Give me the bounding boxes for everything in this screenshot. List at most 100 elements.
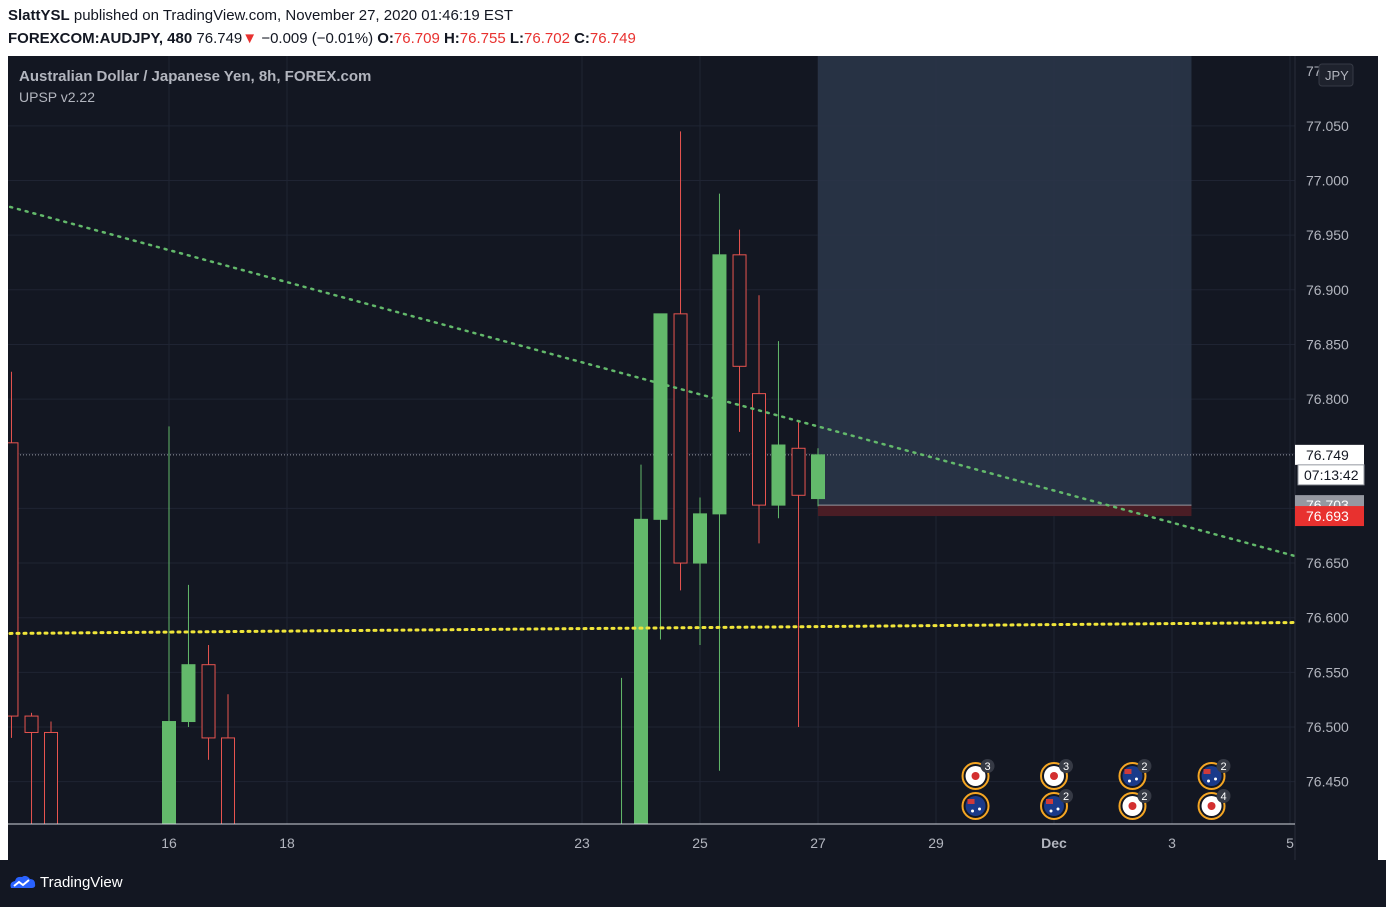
y-tick-label: 77.050 <box>1306 118 1349 134</box>
stop-price-tag: 76.693 <box>1306 508 1349 524</box>
x-tick-label: 18 <box>279 835 295 851</box>
candle-down <box>8 442 19 717</box>
countdown-tag: 07:13:42 <box>1304 467 1359 483</box>
open-value: 76.709 <box>393 30 440 47</box>
event-marker-japan-flag-icon: 3 <box>1040 759 1073 790</box>
high-value: 76.755 <box>459 30 506 47</box>
symbol-label: FOREXCOM:AUDJPY, 480 <box>8 30 193 47</box>
author-name[interactable]: SlattYSL <box>8 7 70 24</box>
y-tick-label: 76.450 <box>1306 774 1349 790</box>
australia-flag-union <box>967 799 975 804</box>
projection-box <box>818 56 1192 506</box>
countdown-tag-bg <box>1297 464 1365 486</box>
y-tick-label: 76.950 <box>1306 227 1349 243</box>
event-count-badge <box>1059 789 1073 803</box>
candle-up <box>181 664 196 723</box>
price-change: −0.009 (−0.01%) <box>261 30 374 47</box>
event-count-badge <box>980 759 995 773</box>
candle-up <box>653 313 668 520</box>
event-count-label: 3 <box>984 761 990 773</box>
indicator-name: UPSP v2.22 <box>19 89 95 105</box>
event-marker-australia-flag-icon: 2 <box>1118 759 1152 790</box>
candles-group <box>8 131 825 852</box>
y-tick-label: 76.500 <box>1306 719 1349 735</box>
australia-flag-union <box>1203 769 1211 774</box>
candle-down <box>24 715 39 733</box>
publish-info: SlattYSL published on TradingView.com, N… <box>8 7 513 24</box>
australia-flag-star <box>1207 779 1211 783</box>
australia-flag-star <box>1049 809 1053 813</box>
candle-up <box>162 721 176 824</box>
last-price: 76.749 <box>196 30 243 47</box>
close-value: 76.749 <box>589 30 636 47</box>
candle-up <box>615 825 628 852</box>
y-tick-label: 76.550 <box>1306 664 1349 680</box>
candle-up <box>811 454 825 500</box>
candle-down <box>732 254 747 367</box>
event-count-label: 4 <box>1220 791 1226 803</box>
high-label: H: <box>443 30 460 47</box>
symbol-info: FOREXCOM:AUDJPY, 480 76.749▼ −0.009 (−0.… <box>8 30 636 47</box>
candle-up <box>712 254 727 515</box>
candle-up <box>634 518 648 824</box>
candle-down <box>673 313 688 564</box>
last-price-tag-bg <box>1295 444 1364 465</box>
published-text: published on TradingView.com, November 2… <box>69 7 514 24</box>
australia-flag-star <box>1214 777 1218 781</box>
event-marker-australia-flag-icon <box>961 792 990 820</box>
australia-flag-star <box>971 809 975 813</box>
event-marker-australia-flag-icon: 2 <box>1040 789 1073 820</box>
candle-down <box>201 664 216 739</box>
close-label: C: <box>574 30 590 47</box>
event-count-badge <box>1059 759 1073 773</box>
candle-down <box>221 737 235 824</box>
event-marker-japan-flag-icon: 2 <box>1118 789 1152 820</box>
event-count-badge <box>1216 759 1231 773</box>
event-count-badge <box>1216 789 1231 803</box>
currency-label: JPY <box>1325 68 1349 83</box>
stop-zone-box <box>818 505 1192 517</box>
x-tick-label: 29 <box>928 835 944 851</box>
y-tick-label: 76.900 <box>1306 282 1349 298</box>
event-count-badge <box>1137 789 1152 803</box>
x-tick-label: 5 <box>1286 835 1294 851</box>
down-arrow-icon: ▼ <box>242 30 258 47</box>
tradingview-cloud-icon <box>10 875 36 888</box>
y-tick-label: 76.600 <box>1306 610 1349 626</box>
x-tick-label: 3 <box>1168 835 1176 851</box>
y-tick-label: 76.650 <box>1306 555 1349 571</box>
australia-flag-star <box>1134 777 1138 781</box>
y-tick-label: 77.000 <box>1306 173 1349 189</box>
chart-area[interactable]: 76.45076.50076.55076.60076.65076.70076.7… <box>8 56 1378 860</box>
australia-flag-star <box>1056 807 1060 811</box>
x-tick-label: 16 <box>161 835 177 851</box>
price-chart[interactable]: 76.45076.50076.55076.60076.65076.70076.7… <box>8 56 1378 860</box>
australia-flag-union <box>1124 769 1132 774</box>
candle-down <box>791 447 806 496</box>
candle-up <box>771 444 786 506</box>
chart-title: Australian Dollar / Japanese Yen, 8h, FO… <box>19 68 371 85</box>
event-marker-japan-flag-icon: 3 <box>961 759 995 790</box>
y-tick-label: 76.850 <box>1306 336 1349 352</box>
low-label: L: <box>509 30 525 47</box>
australia-flag-star <box>1127 779 1131 783</box>
trendline <box>8 205 1295 558</box>
event-count-badge <box>1137 759 1152 773</box>
x-tick-label: Dec <box>1041 835 1067 851</box>
event-marker-japan-flag-icon: 4 <box>1197 789 1231 820</box>
japan-flag-dot <box>1050 772 1058 780</box>
footer-bar <box>0 860 1386 907</box>
candle-down <box>44 731 58 824</box>
event-marker-australia-flag-icon: 2 <box>1197 759 1231 790</box>
japan-flag-dot <box>1128 802 1137 810</box>
tradingview-logo[interactable]: TradingView <box>8 873 123 891</box>
event-count-label: 2 <box>1141 791 1147 803</box>
open-label: O: <box>377 30 394 47</box>
event-count-label: 3 <box>1063 761 1069 773</box>
stop-price-tag-bg <box>1295 506 1364 527</box>
japan-flag-dot <box>1207 802 1216 810</box>
x-tick-label: 25 <box>692 835 708 851</box>
support-line <box>8 621 1295 635</box>
event-count-label: 2 <box>1063 791 1069 803</box>
event-count-label: 2 <box>1141 761 1147 773</box>
